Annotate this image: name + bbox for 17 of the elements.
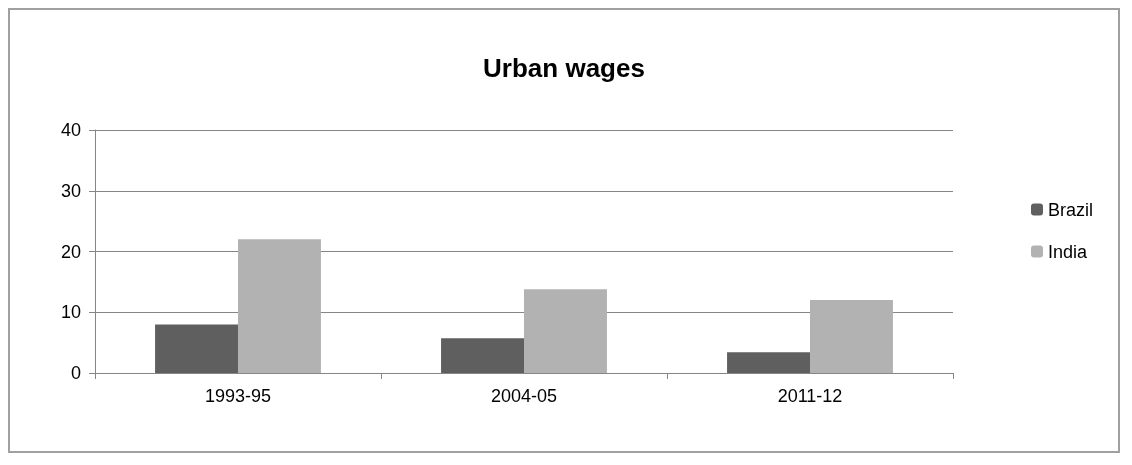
x-tick-label: 1993-95 (204, 386, 272, 406)
bar (810, 300, 893, 373)
x-tick-label: 2011-12 (777, 386, 843, 406)
x-tick-label: 2004-05 (490, 386, 558, 406)
y-tick-label: 20 (60, 241, 81, 262)
bar (238, 239, 321, 373)
bar (155, 324, 238, 373)
chart-title: Urban wages (483, 53, 645, 83)
y-tick-label: 30 (60, 180, 81, 201)
legend-label: India (1047, 241, 1089, 262)
bar (727, 352, 810, 373)
y-tick-label: 0 (70, 363, 81, 383)
bar (524, 289, 607, 373)
y-tick-label: 10 (60, 302, 81, 323)
bar (441, 338, 524, 373)
y-tick-label: 40 (60, 120, 81, 140)
legend-label: Brazil (1047, 199, 1094, 220)
